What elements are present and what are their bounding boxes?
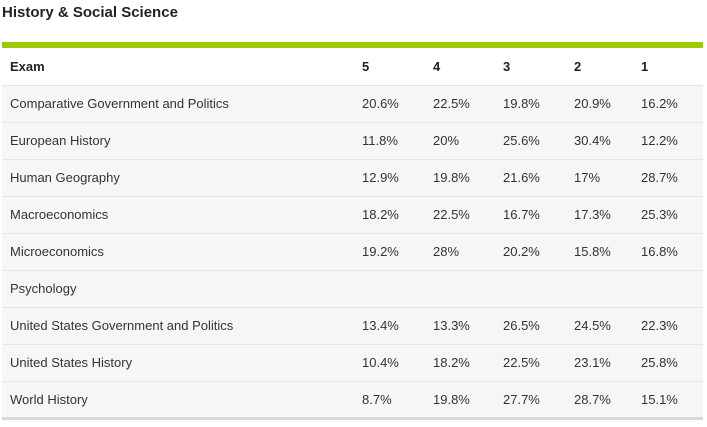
table-row: Macroeconomics 18.2% 22.5% 16.7% 17.3% 25.3% [2,196,703,234]
score-1-cell [633,270,703,308]
score-2-cell: 20.9% [566,85,633,123]
column-header-exam: Exam [2,48,354,86]
score-5-cell: 8.7% [354,381,425,420]
exam-name-cell: Comparative Government and Politics [2,85,354,123]
table-body: Comparative Government and Politics 20.6%… [2,85,703,420]
accent-bar [2,42,703,48]
score-3-cell: 21.6% [495,159,566,197]
score-4-cell: 22.5% [425,85,495,123]
score-2-cell: 17.3% [566,196,633,234]
score-5-cell: 20.6% [354,85,425,123]
column-header-score-3: 3 [495,48,566,86]
score-5-cell [354,270,425,308]
score-3-cell: 19.8% [495,85,566,123]
score-1-cell: 12.2% [633,122,703,160]
score-2-cell: 23.1% [566,344,633,382]
score-2-cell: 30.4% [566,122,633,160]
score-4-cell: 22.5% [425,196,495,234]
table-row: Comparative Government and Politics 20.6%… [2,85,703,123]
score-5-cell: 18.2% [354,196,425,234]
score-5-cell: 12.9% [354,159,425,197]
score-4-cell: 28% [425,233,495,271]
exam-name-cell: Human Geography [2,159,354,197]
score-1-cell: 16.2% [633,85,703,123]
table-header-row: Exam 5 4 3 2 1 [2,48,703,86]
exam-name-cell: Macroeconomics [2,196,354,234]
score-distribution-table: Exam 5 4 3 2 1 Comparative Government an… [2,48,703,420]
score-1-cell: 28.7% [633,159,703,197]
table-row: Psychology [2,270,703,308]
score-2-cell: 28.7% [566,381,633,420]
table-row: Human Geography 12.9% 19.8% 21.6% 17% 28.7% [2,159,703,197]
exam-name-cell: United States Government and Politics [2,307,354,345]
score-3-cell: 26.5% [495,307,566,345]
score-5-cell: 13.4% [354,307,425,345]
exam-name-cell: World History [2,381,354,420]
table-row: Microeconomics 19.2% 28% 20.2% 15.8% 16.8% [2,233,703,271]
table-row: World History 8.7% 19.8% 27.7% 28.7% 15.1% [2,381,703,420]
score-1-cell: 25.8% [633,344,703,382]
score-3-cell: 22.5% [495,344,566,382]
score-1-cell: 22.3% [633,307,703,345]
table-row: European History 11.8% 20% 25.6% 30.4% 12.2% [2,122,703,160]
score-4-cell: 18.2% [425,344,495,382]
table-row: United States Government and Politics 13.… [2,307,703,345]
column-header-score-1: 1 [633,48,703,86]
exam-name-cell: Microeconomics [2,233,354,271]
score-4-cell [425,270,495,308]
section-title: History & Social Science [2,4,178,21]
score-3-cell: 25.6% [495,122,566,160]
score-1-cell: 16.8% [633,233,703,271]
score-5-cell: 19.2% [354,233,425,271]
column-header-score-2: 2 [566,48,633,86]
column-header-score-5: 5 [354,48,425,86]
score-4-cell: 19.8% [425,159,495,197]
exam-name-cell: United States History [2,344,354,382]
score-2-cell [566,270,633,308]
exam-name-cell: Psychology [2,270,354,308]
score-2-cell: 24.5% [566,307,633,345]
score-5-cell: 11.8% [354,122,425,160]
table-row: United States History 10.4% 18.2% 22.5% 23.1… [2,344,703,382]
score-5-cell: 10.4% [354,344,425,382]
score-distribution-table-container: Exam 5 4 3 2 1 Comparative Government an… [2,42,703,420]
score-3-cell: 20.2% [495,233,566,271]
score-4-cell: 19.8% [425,381,495,420]
exam-name-cell: European History [2,122,354,160]
score-2-cell: 15.8% [566,233,633,271]
score-4-cell: 20% [425,122,495,160]
score-2-cell: 17% [566,159,633,197]
score-4-cell: 13.3% [425,307,495,345]
score-1-cell: 15.1% [633,381,703,420]
score-3-cell: 27.7% [495,381,566,420]
score-3-cell [495,270,566,308]
score-1-cell: 25.3% [633,196,703,234]
score-3-cell: 16.7% [495,196,566,234]
column-header-score-4: 4 [425,48,495,86]
